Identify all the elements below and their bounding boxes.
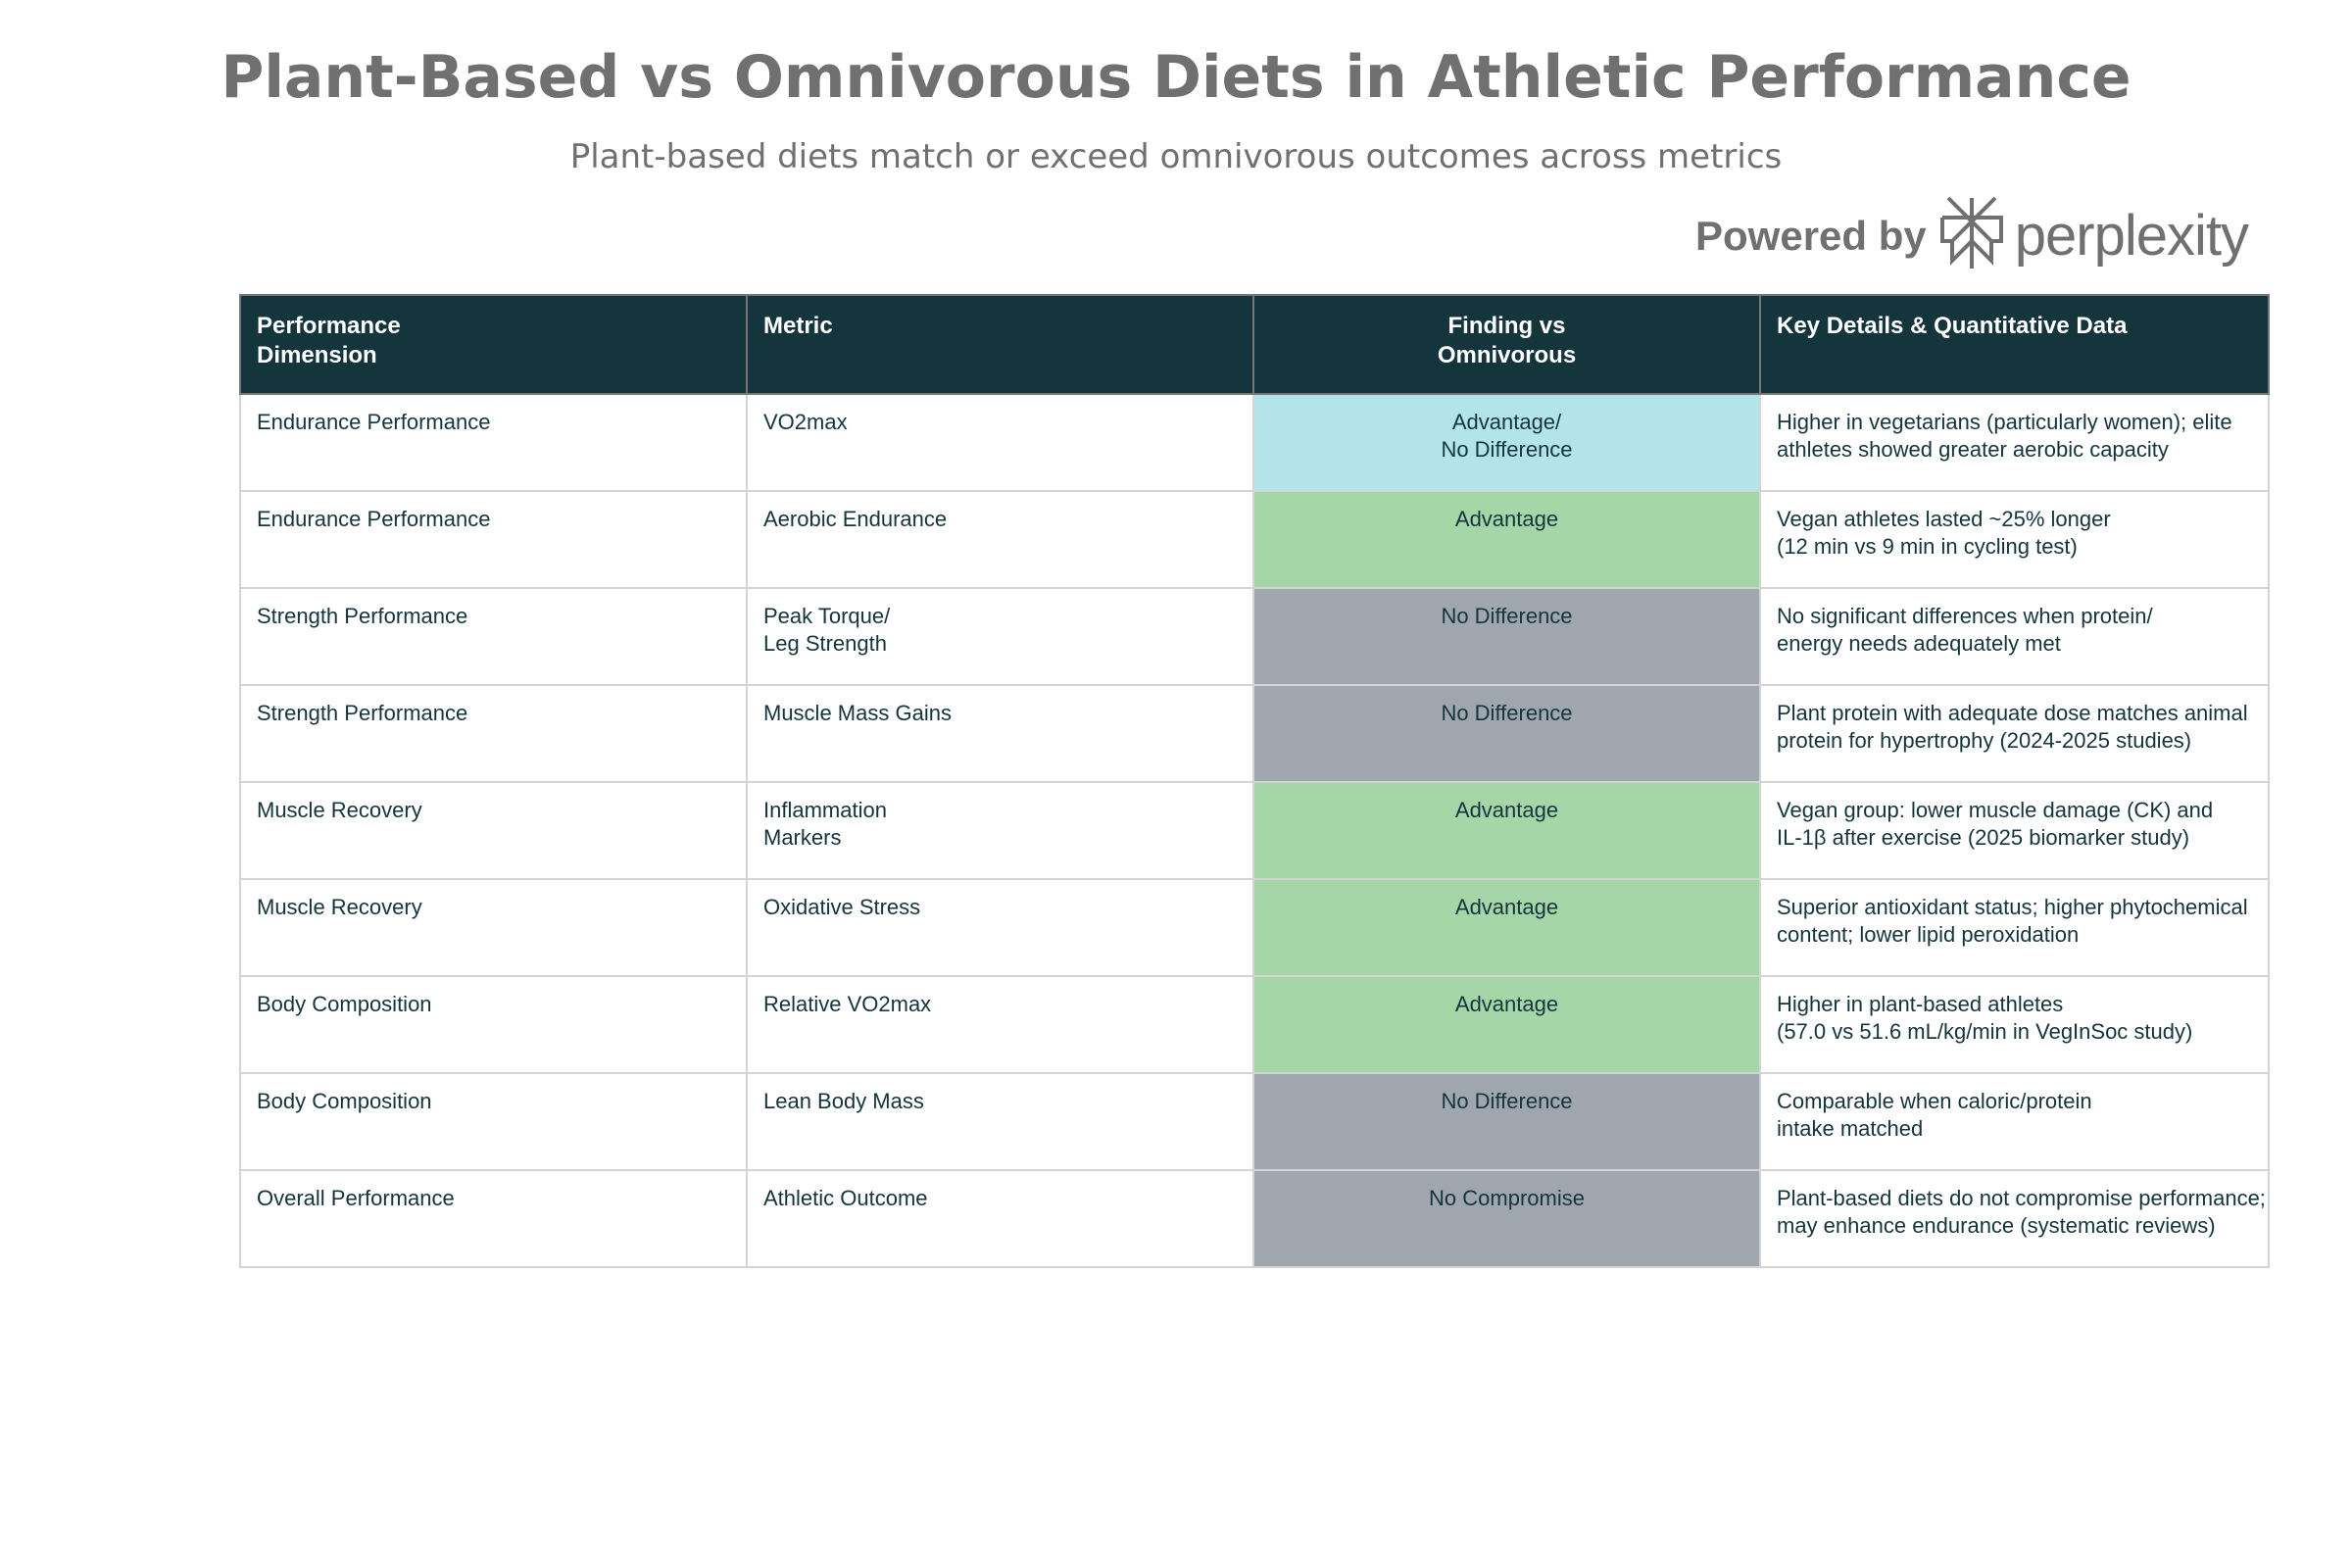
column-header-finding: Finding vs Omnivorous [1252,294,1761,395]
table-row: Body Composition Lean Body Mass No Differe… [239,1072,2270,1171]
table-row: Endurance Performance Aerobic Endurance Ad… [239,490,2270,589]
table-row: Body Composition Relative VO2max Advantage… [239,975,2270,1074]
cell-details: Higher in vegetarians (particularly wome… [1759,393,2270,492]
cell-metric: Lean Body Mass [746,1072,1254,1171]
cell-dimension: Overall Performance [239,1169,748,1268]
brand-name: perplexity [2014,204,2249,268]
cell-dimension: Endurance Performance [239,490,748,589]
cell-metric: Inflammation Markers [746,781,1254,880]
cell-finding: Advantage [1252,781,1761,880]
cell-dimension: Endurance Performance [239,393,748,492]
cell-details: Plant protein with adequate dose matches… [1759,684,2270,783]
cell-details: Vegan athletes lasted ~25% longer (12 mi… [1759,490,2270,589]
table-body: Endurance Performance VO2max Advantage/ No… [239,393,2270,1268]
cell-details: Superior antioxidant status; higher phyt… [1759,878,2270,977]
cell-metric: Relative VO2max [746,975,1254,1074]
cell-finding: No Difference [1252,587,1761,686]
cell-finding: Advantage/ No Difference [1252,393,1761,492]
cell-details: Comparable when caloric/protein intake m… [1759,1072,2270,1171]
cell-details: No significant differences when protein/… [1759,587,2270,686]
cell-dimension: Strength Performance [239,587,748,686]
cell-metric: Aerobic Endurance [746,490,1254,589]
powered-by-label: Powered by [1695,212,1927,259]
cell-dimension: Muscle Recovery [239,878,748,977]
cell-metric: Oxidative Stress [746,878,1254,977]
page-title: Plant-Based vs Omnivorous Diets in Athle… [220,43,2132,112]
cell-finding: Advantage [1252,490,1761,589]
cell-dimension: Body Composition [239,1072,748,1171]
cell-finding: Advantage [1252,878,1761,977]
table-row: Endurance Performance VO2max Advantage/ No… [239,393,2270,492]
cell-dimension: Muscle Recovery [239,781,748,880]
cell-finding: No Difference [1252,684,1761,783]
table-row: Strength Performance Muscle Mass Gains No … [239,684,2270,783]
cell-details: Plant-based diets do not compromise perf… [1759,1169,2270,1268]
comparison-table: Performance Dimension Metric Finding vs … [239,294,2270,1268]
column-header-dimension: Performance Dimension [239,294,748,395]
cell-details: Higher in plant-based athletes (57.0 vs … [1759,975,2270,1074]
table-row: Muscle Recovery Oxidative Stress Advantage… [239,878,2270,977]
cell-finding: No Compromise [1252,1169,1761,1268]
cell-metric: Muscle Mass Gains [746,684,1254,783]
column-header-metric: Metric [746,294,1254,395]
column-header-details: Key Details & Quantitative Data [1759,294,2270,395]
cell-metric: VO2max [746,393,1254,492]
cell-dimension: Strength Performance [239,684,748,783]
cell-dimension: Body Composition [239,975,748,1074]
cell-details: Vegan group: lower muscle damage (CK) an… [1759,781,2270,880]
cell-finding: No Difference [1252,1072,1761,1171]
cell-metric: Peak Torque/ Leg Strength [746,587,1254,686]
powered-by-perplexity: Powered by perplexity [1695,196,2249,275]
cell-finding: Advantage [1252,975,1761,1074]
table-row: Strength Performance Peak Torque/ Leg Str… [239,587,2270,686]
table-header-row: Performance Dimension Metric Finding vs … [239,294,2270,395]
table-row: Overall Performance Athletic Outcome No Co… [239,1169,2270,1268]
perplexity-logo-icon [1939,196,2003,275]
table-row: Muscle Recovery Inflammation Markers Advan… [239,781,2270,880]
page-subtitle: Plant-based diets match or exceed omnivo… [569,137,1783,176]
cell-metric: Athletic Outcome [746,1169,1254,1268]
